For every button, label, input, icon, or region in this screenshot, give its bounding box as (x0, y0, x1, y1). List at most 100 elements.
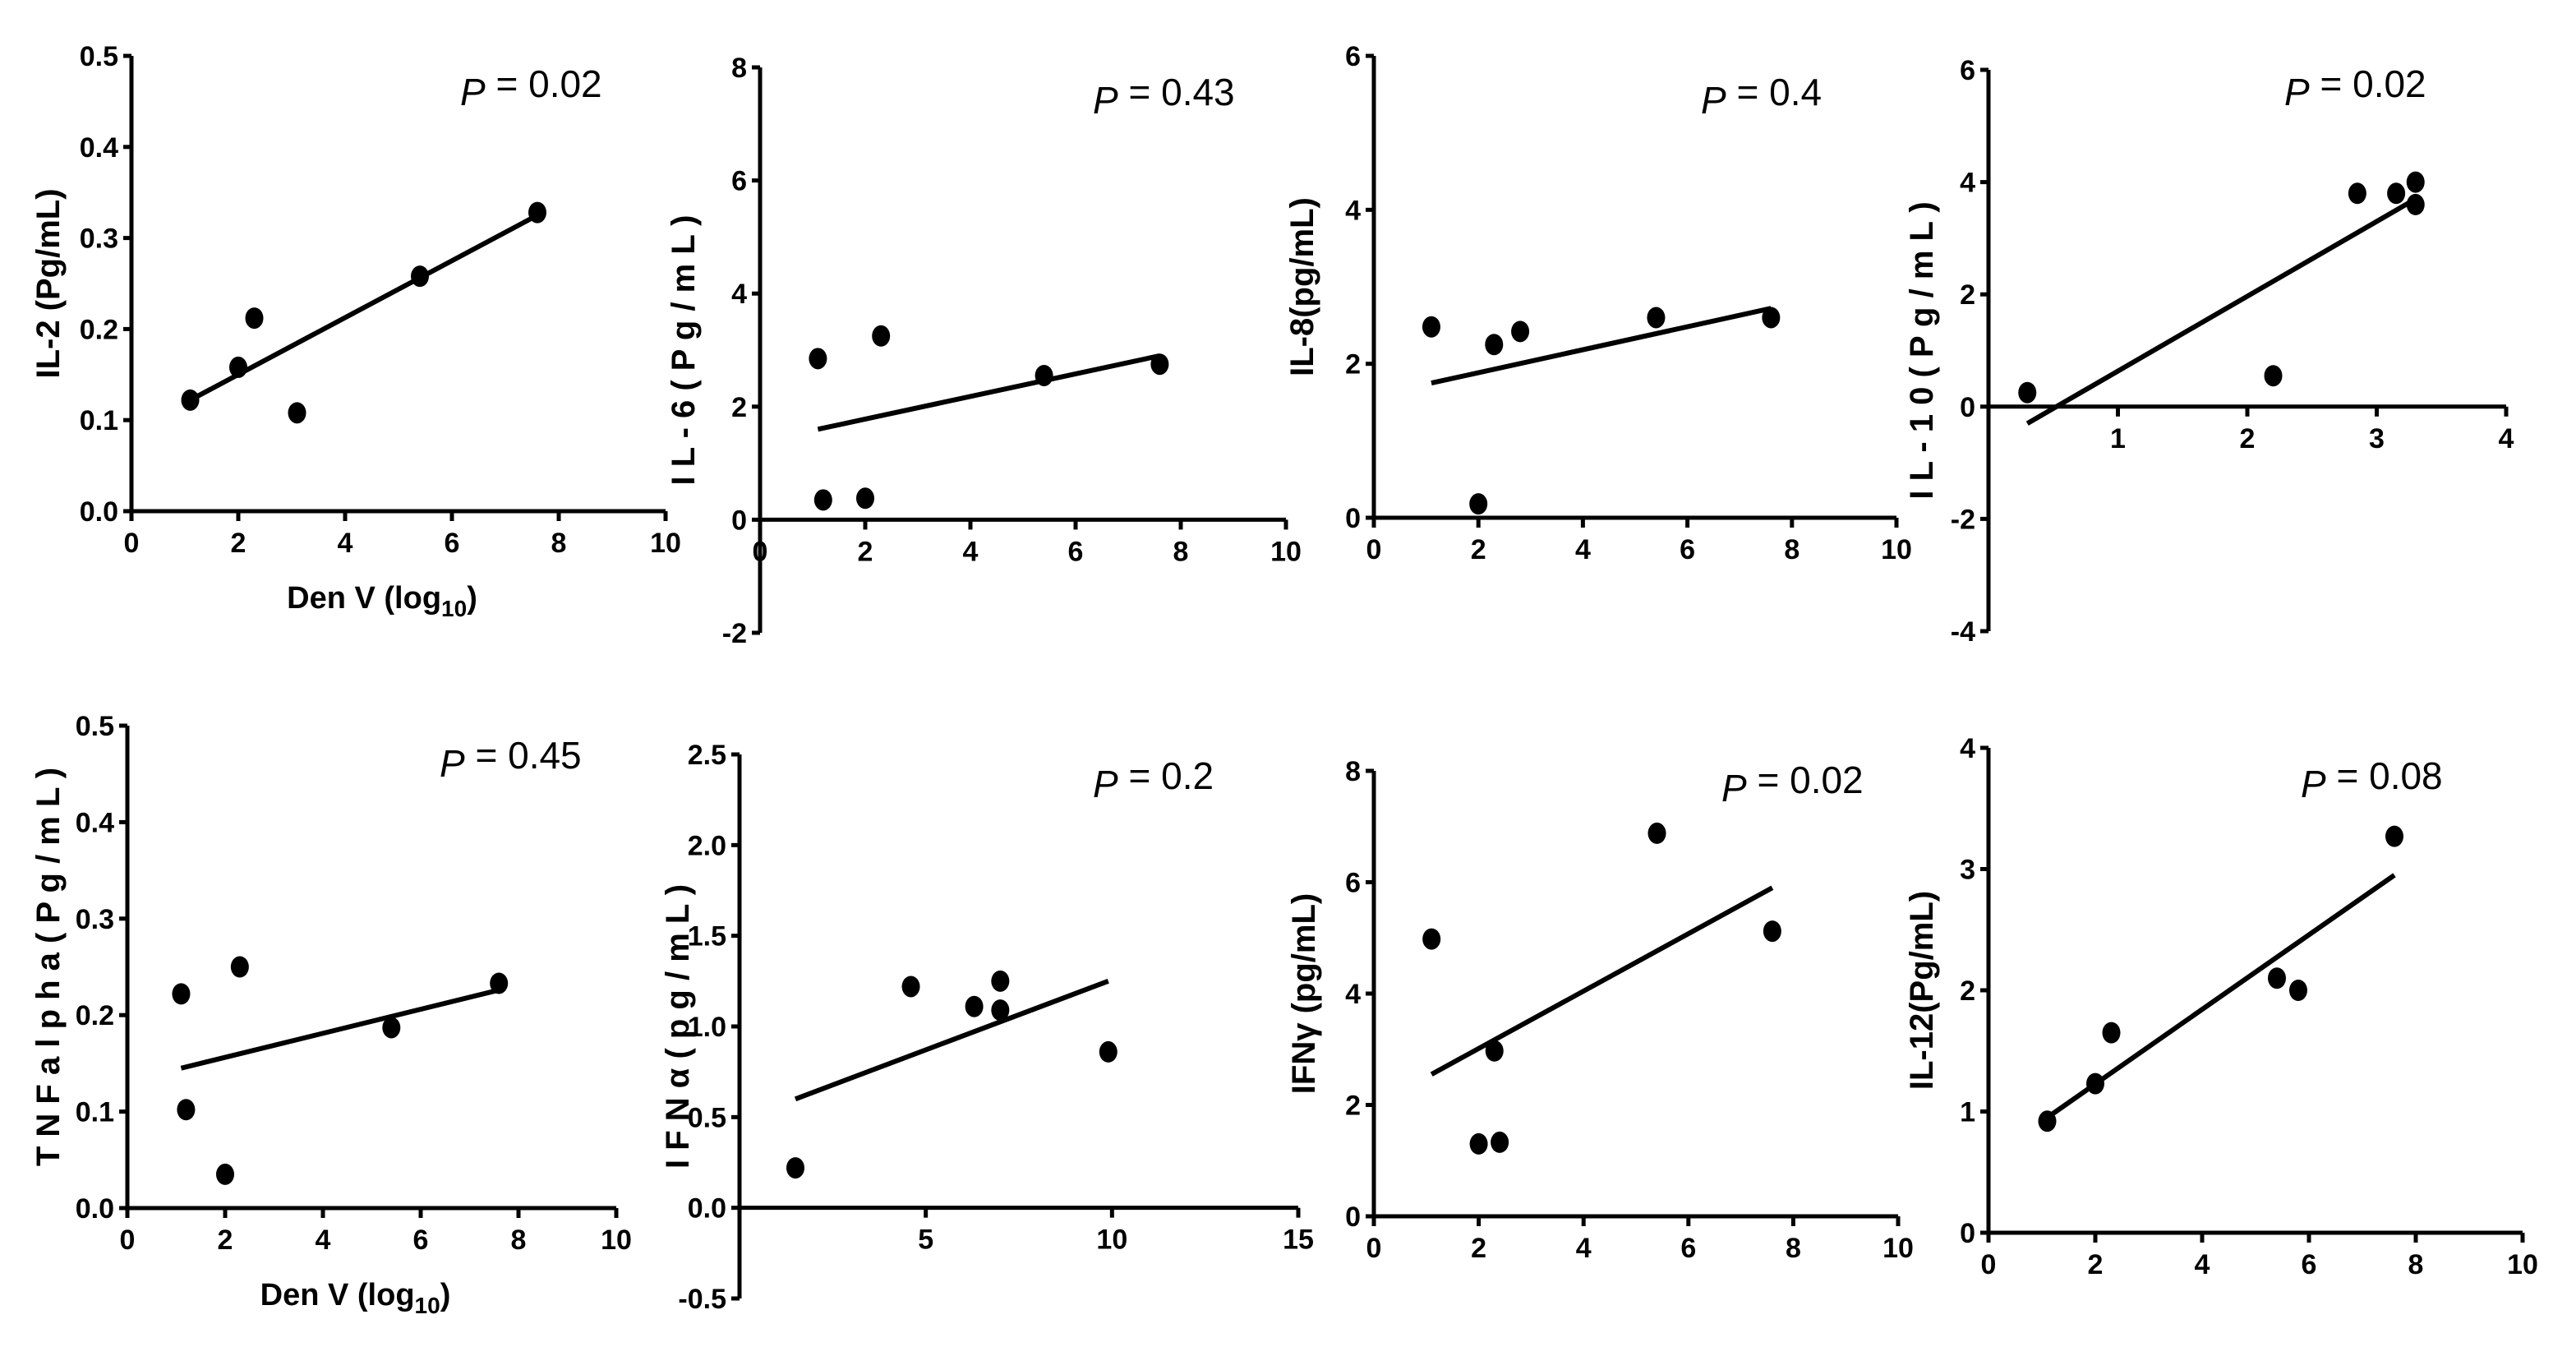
regression-line (1431, 306, 1772, 386)
data-point (2406, 171, 2425, 193)
x-tick-label: 0 (753, 536, 768, 567)
p-value-label: P = 0.43 (1093, 71, 1235, 122)
x-tick-label: 10 (1270, 536, 1302, 567)
x-tick-label: 4 (1575, 534, 1591, 565)
data-point (1035, 364, 1053, 386)
y-tick-label: -0.5 (678, 1284, 726, 1315)
y-tick-label: 2 (1960, 279, 1975, 311)
panel-1: 0.0 0.1 0.2 0.3 0.4 0.5 0 2 4 6 8 10 IL-2 (Pg/mL) Den… (30, 41, 681, 621)
y-tick-label: 0.2 (80, 314, 118, 345)
y-tick-label: 4 (1960, 168, 1975, 199)
regression-line (817, 353, 1161, 432)
x-tick-label: 0 (1366, 534, 1382, 565)
panel-4: -4 -2 0 2 4 6 1 2 3 4 I L - 1 0 ( P g / m L ) P = 0… (1904, 55, 2514, 648)
y-tick-label: 8 (1345, 756, 1361, 787)
x-tick-label: 2 (218, 1225, 233, 1256)
y-tick-label: 0.0 (80, 496, 118, 528)
data-point (1491, 1131, 1509, 1153)
panel-5: 0.0 0.1 0.2 0.3 0.4 0.5 0 2 4 6 8 10 T N F a l p h a… (30, 711, 632, 1318)
y-tick-label: 2 (1960, 975, 1975, 1007)
x-tick-label: 10 (1881, 534, 1912, 565)
y-tick-label: 8 (731, 53, 747, 84)
data-point (2264, 365, 2283, 387)
p-value-label: P = 0.02 (1721, 759, 1864, 809)
x-tick-label: 8 (511, 1225, 527, 1256)
data-point (2038, 1110, 2057, 1132)
x-tick-label: 10 (650, 528, 681, 559)
data-point (528, 201, 546, 224)
x-tick-label: 2 (2088, 1249, 2104, 1280)
y-axis-label: IL-2 (Pg/mL) (30, 188, 67, 378)
x-axis-label: Den V (log10) (260, 1278, 451, 1318)
x-tick-label: 6 (1068, 536, 1084, 567)
x-tick-label: 6 (2302, 1249, 2317, 1280)
data-point (2385, 825, 2403, 847)
y-tick-label: 4 (1345, 979, 1361, 1010)
x-tick-label: 6 (413, 1225, 429, 1256)
data-point (1150, 353, 1169, 376)
x-tick-label: 0 (1366, 1233, 1382, 1264)
data-point (490, 972, 509, 994)
data-point (1422, 928, 1441, 950)
panel-7: 0 2 4 6 8 0 2 4 6 8 10 IFNγ (pg/mL) P = 0.02 (1286, 756, 1914, 1264)
y-tick-label: -2 (1951, 504, 1975, 535)
y-tick-label: 4 (1960, 733, 1975, 764)
x-tick-label: 4 (316, 1225, 331, 1256)
y-tick-label: -4 (1951, 616, 1975, 648)
data-point (809, 348, 827, 370)
x-axis-label: Den V (log10) (287, 581, 477, 621)
x-tick-label: 10 (1882, 1233, 1914, 1264)
data-point (229, 356, 247, 378)
y-tick-label: 1.5 (688, 921, 726, 952)
x-tick-label: 8 (1173, 536, 1189, 567)
data-point (1511, 321, 1530, 343)
panel-3: 0 2 4 6 0 2 4 6 8 10 IL-8(pg/mL) P = 0.4 (1284, 41, 1912, 565)
y-tick-label: 6 (1960, 55, 1975, 86)
data-point (856, 487, 874, 510)
regression-line (189, 213, 539, 403)
x-tick-label: 4 (2195, 1249, 2210, 1280)
data-point (1763, 920, 1781, 943)
data-point (1762, 307, 1781, 329)
y-tick-label: 0.3 (76, 904, 114, 935)
y-tick-label: 2 (1345, 1091, 1361, 1122)
x-tick-label: 0 (124, 528, 140, 559)
x-tick-label: 3 (2369, 423, 2385, 454)
x-tick-label: 8 (2408, 1249, 2424, 1280)
y-tick-label: 4 (731, 279, 747, 310)
y-tick-label: -2 (722, 618, 747, 649)
x-tick-label: 4 (1576, 1233, 1592, 1264)
y-tick-label: 2 (731, 392, 747, 423)
y-tick-label: 0.4 (76, 807, 114, 838)
y-axis-label: IL-12(Pg/mL) (1904, 891, 1940, 1090)
y-tick-label: 0 (1345, 503, 1361, 534)
y-tick-label: 1.0 (688, 1012, 726, 1043)
y-tick-label: 6 (1345, 41, 1361, 72)
data-point (177, 1099, 196, 1121)
x-tick-label: 0 (1981, 1249, 1997, 1280)
data-point (1099, 1040, 1117, 1063)
data-point (991, 970, 1010, 992)
x-tick-label: 10 (601, 1225, 632, 1256)
y-tick-label: 6 (1345, 868, 1361, 899)
data-point (813, 489, 832, 511)
p-value-label: P = 0.02 (2284, 62, 2426, 113)
data-point (216, 1163, 234, 1185)
y-axis-label: I L - 6 ( P g / m L ) (666, 215, 702, 486)
data-point (382, 1017, 401, 1039)
regression-line (1430, 885, 1774, 1077)
x-tick-label: 6 (1680, 534, 1695, 565)
x-tick-label: 0 (120, 1225, 136, 1256)
x-tick-label: 8 (1784, 534, 1800, 565)
x-tick-label: 4 (338, 528, 353, 559)
y-axis-label: I L - 1 0 ( P g / m L ) (1904, 201, 1940, 499)
y-tick-label: 0.4 (80, 132, 118, 164)
p-value-label: P = 0.08 (2301, 754, 2443, 805)
y-tick-label: 1 (1960, 1097, 1975, 1128)
p-value-label: P = 0.4 (1701, 71, 1822, 122)
y-axis-label: IFNγ (pg/mL) (1286, 893, 1322, 1094)
y-axis-label: T N F a l p h a ( P g / m L ) (30, 768, 67, 1166)
data-point (2348, 182, 2366, 205)
y-tick-label: 0.1 (76, 1097, 114, 1128)
